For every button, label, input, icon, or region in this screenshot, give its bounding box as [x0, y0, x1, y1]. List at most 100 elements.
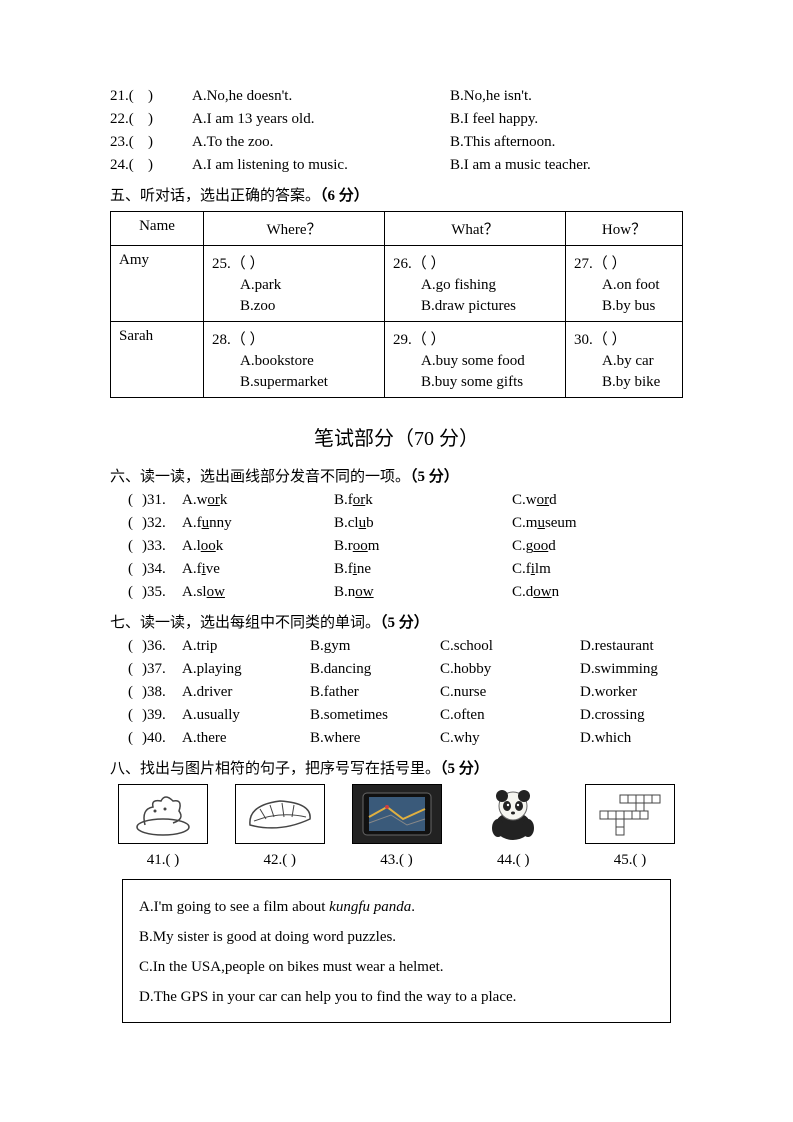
paren-open: (	[128, 638, 142, 655]
opt-b: B.sometimes	[310, 707, 440, 724]
section6-items: ()31.A.workB.forkC.word ()32.A.funnyB.clu…	[110, 492, 683, 601]
opt-c: C.school	[440, 638, 580, 655]
q-opt-a: A.To the zoo.	[192, 134, 450, 151]
opt-a: A.driver	[182, 684, 310, 701]
cell-name-amy: Amy	[111, 246, 204, 322]
q-opt-b: B.I am a music teacher.	[450, 157, 683, 174]
cell-opt-a: A.by car	[574, 353, 674, 370]
section5-table: Name Where？ What？ How？ Amy 25.（ ） A.park…	[110, 211, 683, 398]
q-opt-a: A.No,he doesn't.	[192, 88, 450, 105]
opt-d: D.crossing	[580, 707, 683, 724]
q-opt-a: A.I am 13 years old.	[192, 111, 450, 128]
q-num: 23.(	[110, 134, 148, 151]
q-num: )38.	[142, 684, 182, 701]
mc-row: ()38.A.driverB.fatherC.nurseD.worker	[110, 684, 683, 701]
opt-b: B.now	[334, 584, 512, 601]
paren-open: (	[128, 561, 142, 578]
q-opt-b: B.This afternoon.	[450, 134, 683, 151]
pic-44: 44.( )	[468, 784, 558, 869]
section8-pictures: 41.( ) 42.( )	[110, 784, 683, 869]
mc-row: ()37.A.playingB.dancingC.hobbyD.swimming	[110, 661, 683, 678]
page: 21.( ) A.No,he doesn't. B.No,he isn't. 2…	[0, 0, 793, 1122]
cell-opt-b: B.supermarket	[212, 374, 376, 391]
cell-opt-b: B.by bus	[574, 298, 674, 315]
mc-row: ()33.A.lookB.roomC.good	[110, 538, 683, 555]
opt-a: A.there	[182, 730, 310, 747]
paren-open: (	[128, 538, 142, 555]
cell-num: 26.（ ）	[393, 252, 557, 273]
cell-opt-b: B.zoo	[212, 298, 376, 315]
cell-opt-a: A.park	[212, 277, 376, 294]
gps-tablet-icon	[357, 789, 437, 839]
opt-a: A.work	[182, 492, 334, 509]
q-num: 24.(	[110, 157, 148, 174]
table-row-sarah: Sarah 28.（ ） A.bookstore B.supermarket 2…	[111, 322, 683, 398]
helmet-icon	[240, 789, 320, 839]
crossword-icon	[590, 789, 670, 839]
pic-frame-42	[235, 784, 325, 844]
cell-opt-b: B.draw pictures	[393, 298, 557, 315]
cell-amy-how: 27.（ ） A.on foot B.by bus	[566, 246, 683, 322]
section5-title-text: 五、听对话，选出正确的答案。	[110, 188, 320, 204]
question-22: 22.( ) A.I am 13 years old. B.I feel hap…	[110, 111, 683, 128]
pic-label: 44.( )	[468, 852, 558, 869]
opt-c: C.why	[440, 730, 580, 747]
opt-b: B.fine	[334, 561, 512, 578]
pic-label: 41.( )	[118, 852, 208, 869]
section7-title-text: 七、读一读，选出每组中不同类的单词。	[110, 615, 380, 631]
paren-open: (	[128, 707, 142, 724]
cell-sarah-what: 29.（ ） A.buy some food B.buy some gifts	[385, 322, 566, 398]
opt-b: B.gym	[310, 638, 440, 655]
opt-c: C.hobby	[440, 661, 580, 678]
opt-d: D.swimming	[580, 661, 683, 678]
q-paren: )	[148, 157, 192, 174]
section5-heading: 五、听对话，选出正确的答案。（6 分）	[110, 184, 683, 205]
opt-c: C.nurse	[440, 684, 580, 701]
mc-row: ()31.A.workB.forkC.word	[110, 492, 683, 509]
q-num: )35.	[142, 584, 182, 601]
opt-d: D.worker	[580, 684, 683, 701]
mc-row: ()34.A.fiveB.fineC.film	[110, 561, 683, 578]
q-num: )31.	[142, 492, 182, 509]
pic-41: 41.( )	[118, 784, 208, 869]
choice-a-post: .	[411, 899, 415, 915]
pic-frame-43	[352, 784, 442, 844]
paren-open: (	[128, 684, 142, 701]
cell-opt-b: B.buy some gifts	[393, 374, 557, 391]
section7-title-points: （5 分）	[380, 615, 429, 631]
cell-num: 25.（ ）	[212, 252, 376, 273]
opt-c: C.museum	[512, 515, 683, 532]
th-name: Name	[111, 212, 204, 246]
mc-row: ()32.A.funnyB.clubC.museum	[110, 515, 683, 532]
choice-d: D.The GPS in your car can help you to fi…	[139, 982, 654, 1012]
cell-num: 30.（ ）	[574, 328, 674, 349]
mc-row: ()39.A.usuallyB.sometimesC.oftenD.crossi…	[110, 707, 683, 724]
section7-items: ()36.A.tripB.gymC.schoolD.restaurant()37…	[110, 638, 683, 747]
paren-open: (	[128, 584, 142, 601]
choice-c: C.In the USA,people on bikes must wear a…	[139, 952, 654, 982]
opt-d: D.which	[580, 730, 683, 747]
opt-a: A.five	[182, 561, 334, 578]
q-num: )37.	[142, 661, 182, 678]
q-opt-b: B.I feel happy.	[450, 111, 683, 128]
pic-label: 43.( )	[352, 852, 442, 869]
q-paren: )	[148, 111, 192, 128]
q-num: )36.	[142, 638, 182, 655]
opt-b: B.room	[334, 538, 512, 555]
opt-c: C.down	[512, 584, 683, 601]
opt-a: A.funny	[182, 515, 334, 532]
opt-b: B.dancing	[310, 661, 440, 678]
th-what: What？	[385, 212, 566, 246]
q-paren: )	[148, 134, 192, 151]
q-num: )33.	[142, 538, 182, 555]
section6-heading: 六、读一读，选出画线部分发音不同的一项。（5 分）	[110, 465, 683, 486]
q-opt-a: A.I am listening to music.	[192, 157, 450, 174]
pic-43: 43.( )	[352, 784, 442, 869]
q-num: 21.(	[110, 88, 148, 105]
cell-opt-b: B.by bike	[574, 374, 674, 391]
paren-open: (	[128, 661, 142, 678]
section8-answer-box: A.I'm going to see a film about kungfu p…	[122, 879, 671, 1023]
pic-frame-45	[585, 784, 675, 844]
paren-open: (	[128, 730, 142, 747]
cooking-icon	[123, 789, 203, 839]
